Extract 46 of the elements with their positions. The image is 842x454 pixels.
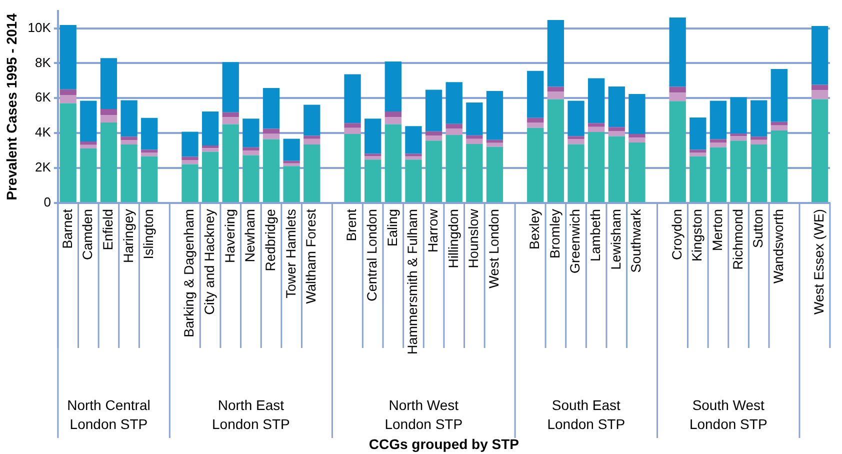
text: South East London STP bbox=[547, 396, 626, 432]
x-tick-label: West London bbox=[486, 209, 502, 288]
y-tick-label: 10K bbox=[28, 20, 52, 35]
x-tick-label: Newham bbox=[242, 209, 258, 262]
text: North West London STP bbox=[384, 396, 463, 432]
text: North Central London STP bbox=[67, 396, 150, 432]
x-tick-label: West Essex (WE) bbox=[812, 209, 827, 315]
x-tick-label: Lambeth bbox=[588, 209, 604, 262]
x-tick-label: Richmond bbox=[730, 209, 746, 270]
y-tick-label: 4K bbox=[35, 124, 52, 140]
x-tick-label: Hounslow bbox=[466, 208, 482, 268]
y-axis-title: Prevalent Cases 1995 - 2014 bbox=[3, 13, 20, 200]
text: North East London STP bbox=[212, 396, 290, 432]
x-tick-label: Central London bbox=[364, 209, 380, 302]
y-tick-label: 2K bbox=[35, 160, 52, 175]
x-tick-label: Kingston bbox=[690, 209, 705, 262]
x-tick-label: Barnet bbox=[60, 208, 75, 249]
x-tick-label: Waltham Forest bbox=[304, 208, 319, 304]
y-tick-label: 6K bbox=[35, 90, 52, 105]
x-tick-label: Harrow bbox=[426, 208, 441, 253]
x-tick-label: Sutton bbox=[750, 209, 766, 248]
x-tick-label: Lewisham bbox=[608, 209, 624, 270]
x-tick-label: Islington bbox=[141, 209, 156, 260]
x-tick-label: Croydon bbox=[669, 209, 684, 260]
x-tick-label: Enfield bbox=[100, 209, 116, 250]
x-tick-label: Brent bbox=[344, 208, 360, 242]
x-tick-label: Tower Hamlets bbox=[283, 208, 298, 298]
x-tick-label: Camden bbox=[80, 209, 96, 260]
x-tick-label: Ealing bbox=[384, 209, 400, 247]
x-tick-label: Bromley bbox=[547, 208, 562, 259]
x-tick-label: Hammersmith & Fulham bbox=[405, 209, 420, 355]
x-tick-label: Wandsworth bbox=[770, 209, 786, 284]
x-tick-label: Merton bbox=[710, 209, 725, 252]
x-tick-label: Redbridge bbox=[262, 209, 278, 272]
x-tick-label: Haringey bbox=[120, 208, 136, 264]
y-tick-label: 8K bbox=[35, 54, 52, 70]
x-tick-label: Havering bbox=[222, 209, 238, 264]
x-tick-label: City and Hackney bbox=[202, 208, 218, 315]
text: South West London STP bbox=[689, 396, 768, 432]
x-tick-label: Greenwich bbox=[568, 209, 583, 274]
x-tick-label: Southwark bbox=[628, 208, 644, 273]
x-tick-label: Bexley bbox=[527, 208, 542, 250]
x-tick-label: Barking & Dagenham bbox=[182, 209, 197, 338]
text: CCGs grouped by STP bbox=[368, 436, 520, 452]
x-tick-label: Hillingdon bbox=[446, 209, 461, 268]
y-tick-label: 0 bbox=[44, 194, 51, 210]
